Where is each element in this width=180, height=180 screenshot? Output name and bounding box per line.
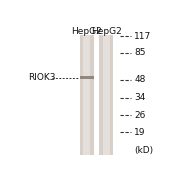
Text: 19: 19 xyxy=(134,128,146,137)
Text: 117: 117 xyxy=(134,32,151,41)
Text: (kD): (kD) xyxy=(134,146,153,155)
Text: HepG2: HepG2 xyxy=(91,27,122,36)
Text: 34: 34 xyxy=(134,93,145,102)
Bar xyxy=(103,35,110,155)
Text: 48: 48 xyxy=(134,75,145,84)
Bar xyxy=(99,35,113,155)
Text: 85: 85 xyxy=(134,48,146,57)
Bar xyxy=(80,76,94,79)
Text: HepG2: HepG2 xyxy=(71,27,102,36)
Bar xyxy=(80,35,94,155)
Text: 26: 26 xyxy=(134,111,145,120)
Bar xyxy=(83,35,90,155)
Text: RIOK3: RIOK3 xyxy=(28,73,56,82)
